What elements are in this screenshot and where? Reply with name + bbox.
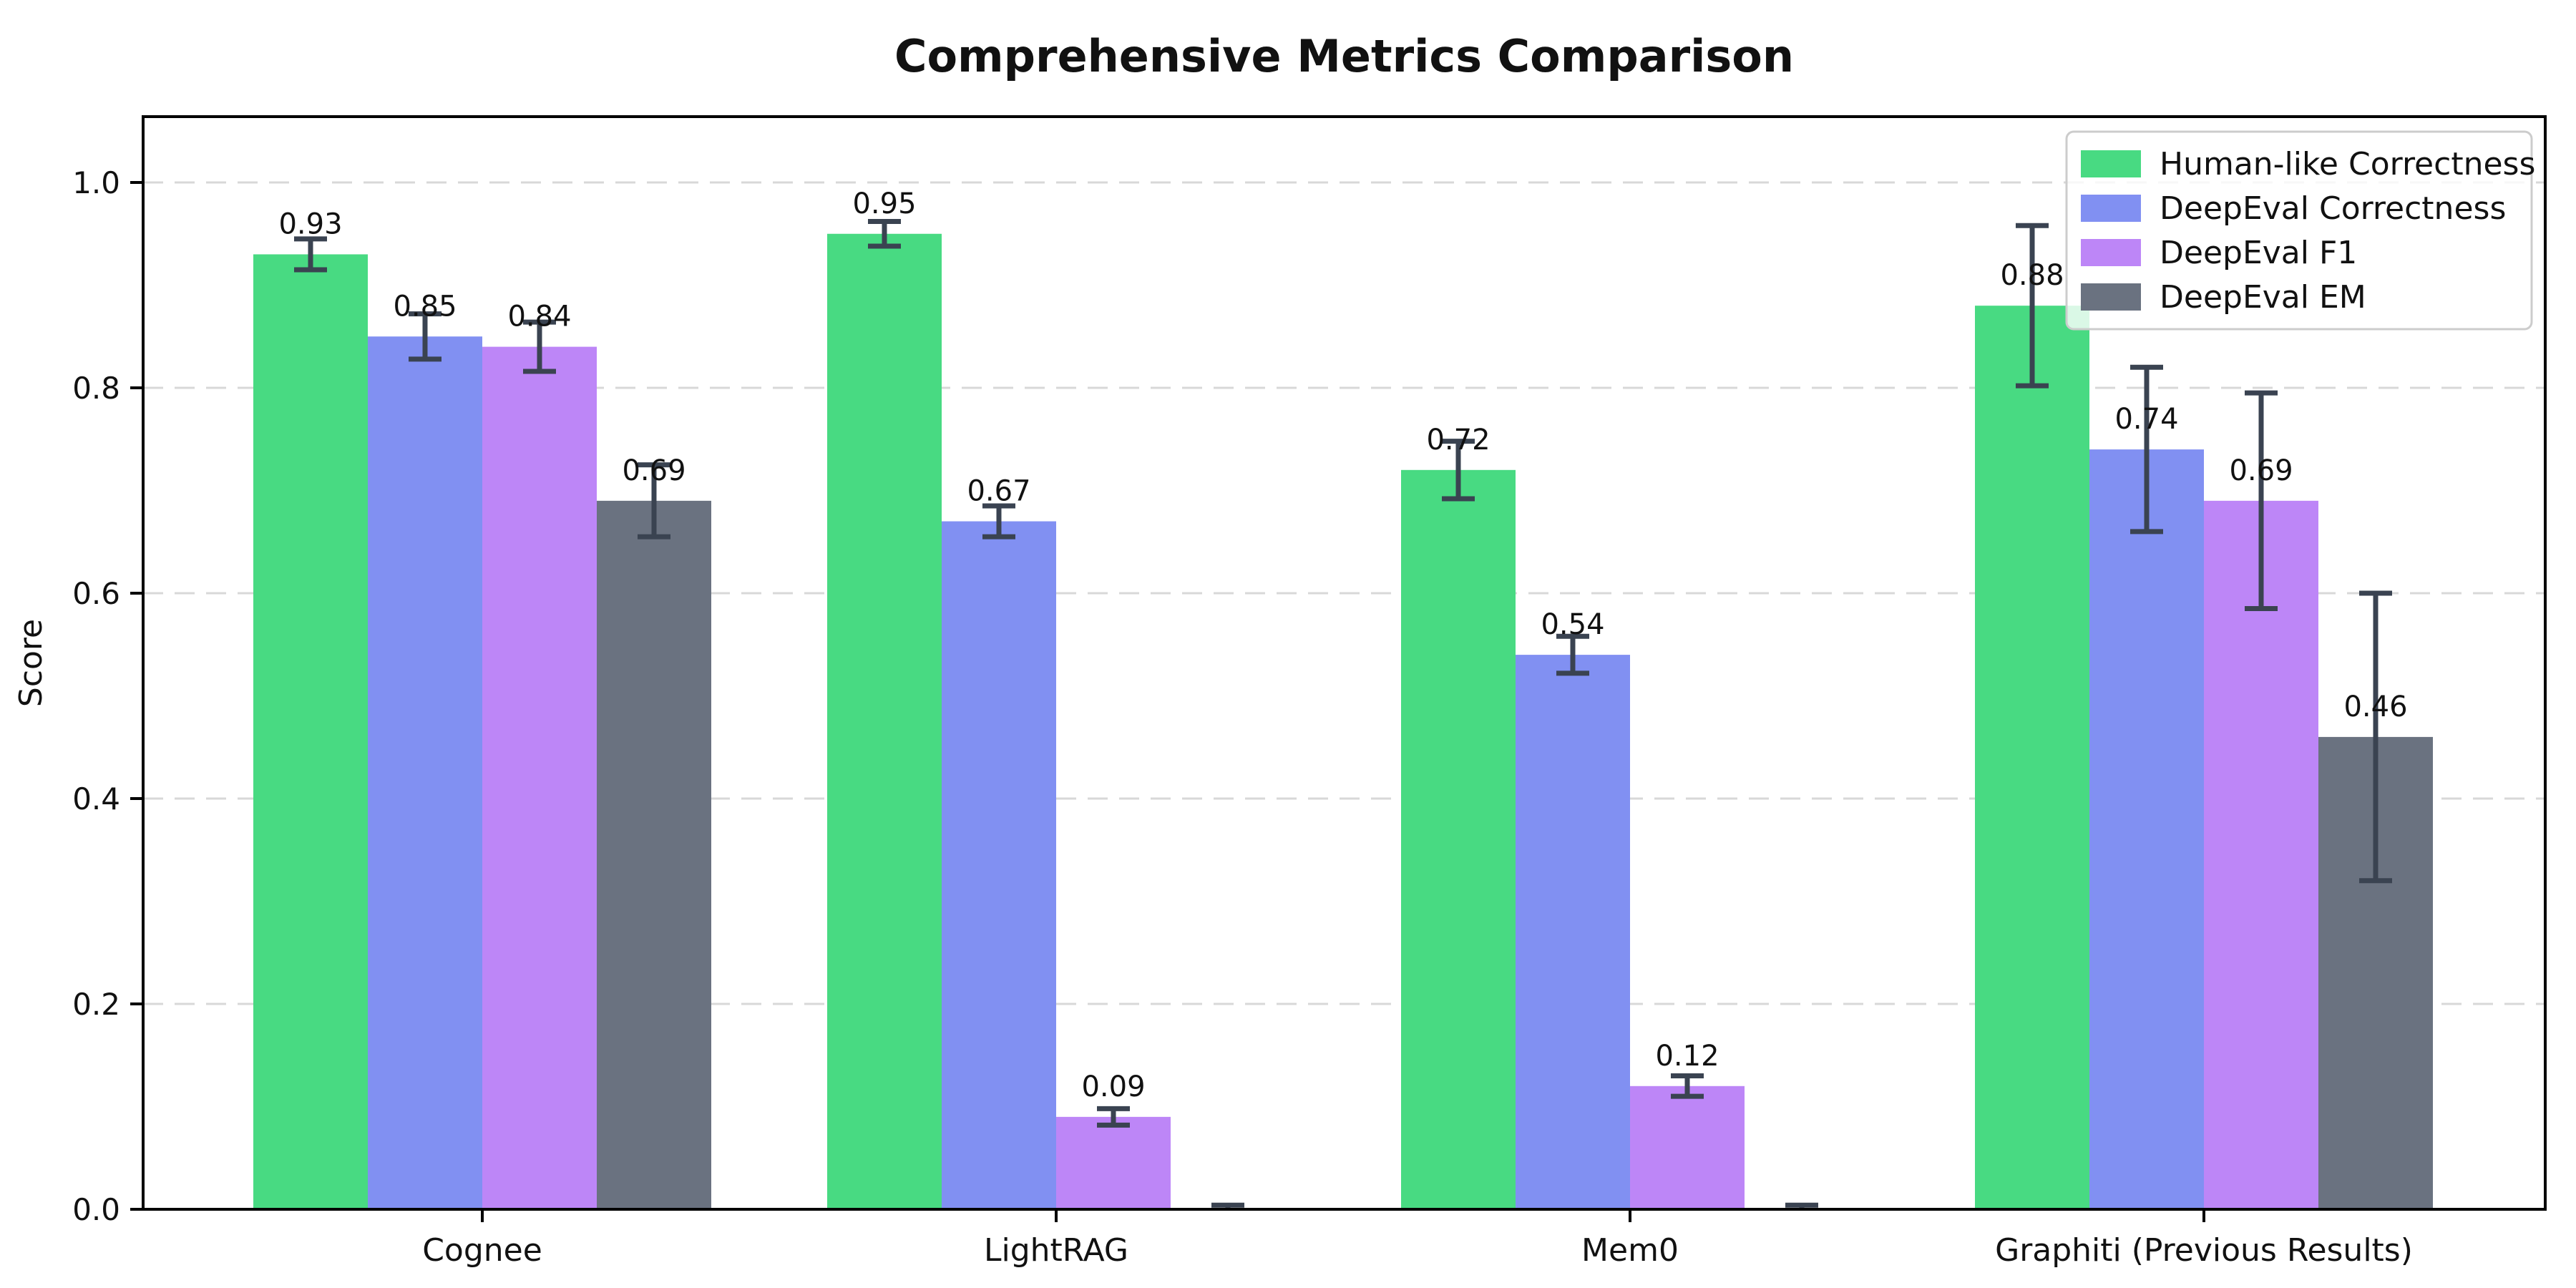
bar-value-label: 0.95 <box>852 187 916 220</box>
bar <box>1401 469 1516 1209</box>
error-bar <box>294 236 327 273</box>
error-bar <box>868 219 901 249</box>
y-tick-label: 0.6 <box>72 576 120 611</box>
legend-swatch <box>2081 239 2141 266</box>
bar <box>1056 1116 1171 1209</box>
legend-label: DeepEval F1 <box>2160 235 2357 271</box>
error-bar <box>409 311 441 362</box>
bar-value-label: 0.84 <box>507 301 571 333</box>
error-bar <box>638 462 670 540</box>
bar-value-label: 0.72 <box>1426 424 1490 457</box>
legend-item: Human-like Correctness <box>2081 146 2535 182</box>
x-tick-label: Mem0 <box>1581 1232 1679 1269</box>
x-tick-label: Graphiti (Previous Results) <box>1995 1232 2413 1269</box>
bar <box>827 233 942 1209</box>
bar <box>368 336 482 1209</box>
x-tick-label: LightRAG <box>984 1232 1128 1269</box>
y-tick-label: 0.4 <box>72 781 120 816</box>
error-bar <box>1671 1073 1704 1099</box>
bar-value-label: 0.67 <box>967 475 1030 508</box>
bar-value-label: 0.46 <box>2343 691 2407 723</box>
bar-value-label: 0.54 <box>1541 608 1604 641</box>
y-tick-label: 0.8 <box>72 371 120 406</box>
error-bar <box>1556 633 1589 676</box>
chart-title: Comprehensive Metrics Comparison <box>894 30 1794 82</box>
bar-value-label: 0.88 <box>2000 259 2064 292</box>
bar-value-label: 0.93 <box>278 208 342 240</box>
bar-value-label: 0.09 <box>1081 1070 1145 1103</box>
y-tick-label: 0.0 <box>72 1192 120 1227</box>
legend-swatch <box>2081 195 2141 222</box>
legend-item: DeepEval F1 <box>2081 235 2357 271</box>
bar <box>1630 1085 1745 1209</box>
bar-value-label: 0.69 <box>622 454 686 487</box>
bar-value-label: 0.74 <box>2114 403 2178 436</box>
bar-value-label: 0.12 <box>1655 1040 1719 1073</box>
legend-label: DeepEval Correctness <box>2160 190 2506 227</box>
bar <box>482 346 597 1210</box>
error-bar <box>982 503 1015 540</box>
legend: Human-like Correctness DeepEval Correctne… <box>2065 130 2535 331</box>
legend-swatch <box>2081 283 2141 311</box>
bar <box>942 521 1056 1209</box>
x-tick-label: Cognee <box>422 1232 542 1269</box>
y-axis-label: Score <box>13 619 49 707</box>
error-bar <box>2130 364 2163 535</box>
error-bar <box>2359 590 2392 884</box>
bar <box>253 254 368 1210</box>
y-tick-label: 1.0 <box>72 165 120 200</box>
legend-item: DeepEval Correctness <box>2081 190 2506 227</box>
error-bar <box>1097 1106 1130 1128</box>
bar <box>597 500 711 1209</box>
legend-item: DeepEval EM <box>2081 279 2366 316</box>
legend-swatch <box>2081 150 2141 177</box>
error-bar <box>2245 390 2278 612</box>
error-bar <box>2016 223 2049 389</box>
plot-border <box>142 115 2547 1211</box>
error-bar <box>1442 439 1475 502</box>
bar-value-label: 0.69 <box>2229 454 2293 487</box>
legend-box <box>2065 130 2533 331</box>
error-bar <box>523 319 556 374</box>
bar <box>1975 306 2089 1210</box>
legend-label: Human-like Correctness <box>2160 146 2535 182</box>
bar <box>2204 500 2318 1209</box>
bar <box>1516 655 1630 1209</box>
y-tick-label: 0.2 <box>72 987 120 1022</box>
bar-value-label: 0.85 <box>393 290 457 323</box>
legend-label: DeepEval EM <box>2160 279 2366 316</box>
bar <box>2089 449 2204 1209</box>
